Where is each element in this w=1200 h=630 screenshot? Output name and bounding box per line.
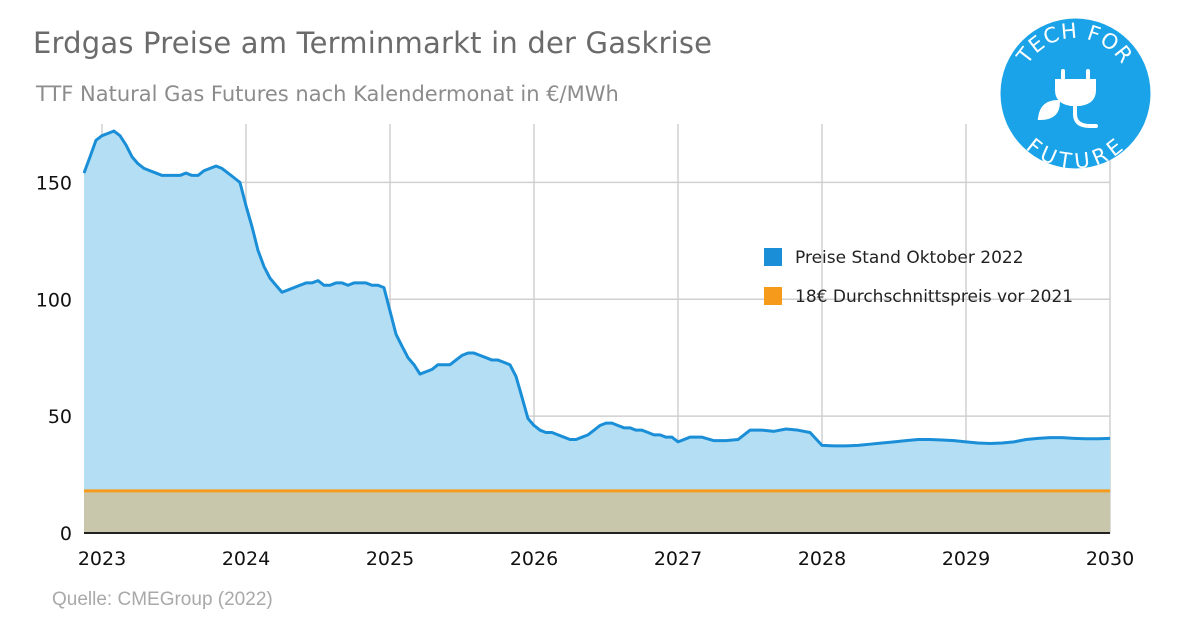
chart-title: Erdgas Preise am Terminmarkt in der Gask… (33, 26, 713, 60)
y-tick-label: 150 (36, 172, 72, 194)
x-tick-label: 2030 (1086, 548, 1134, 570)
tech-for-future-logo: TECH FOR FUTURE (1000, 18, 1151, 169)
legend-label: 18€ Durchschnittspreis vor 2021 (795, 287, 1073, 307)
legend-swatch (764, 248, 782, 266)
area-layer (82, 129, 1111, 533)
price-area (84, 131, 1110, 533)
x-tick-label: 2026 (510, 548, 558, 570)
x-tick-label: 2025 (366, 548, 414, 570)
axes: 2023 2024 2025 2026 2027 2028 2029 2030 0 50 100 15… (36, 172, 1134, 570)
source-note: Quelle: CMEGroup (2022) (52, 589, 273, 610)
chart-subtitle: TTF Natural Gas Futures nach Kalendermon… (36, 82, 619, 106)
x-tick-label: 2023 (78, 548, 126, 570)
legend-label: Preise Stand Oktober 2022 (795, 248, 1024, 268)
x-tick-label: 2027 (654, 548, 702, 570)
y-tick-label: 100 (36, 289, 72, 311)
y-tick-label: 0 (60, 523, 72, 545)
x-tick-label: 2029 (942, 548, 990, 570)
price-line (82, 129, 1111, 448)
x-tick-label: 2028 (798, 548, 846, 570)
baseline-area (84, 490, 1110, 533)
y-tick-label: 50 (48, 406, 72, 428)
plug-leaf-icon (1037, 69, 1098, 128)
x-tick-label: 2024 (222, 548, 270, 570)
legend-swatch (764, 287, 782, 305)
legend: Preise Stand Oktober 2022 18€ Durchschnit… (764, 248, 1073, 307)
